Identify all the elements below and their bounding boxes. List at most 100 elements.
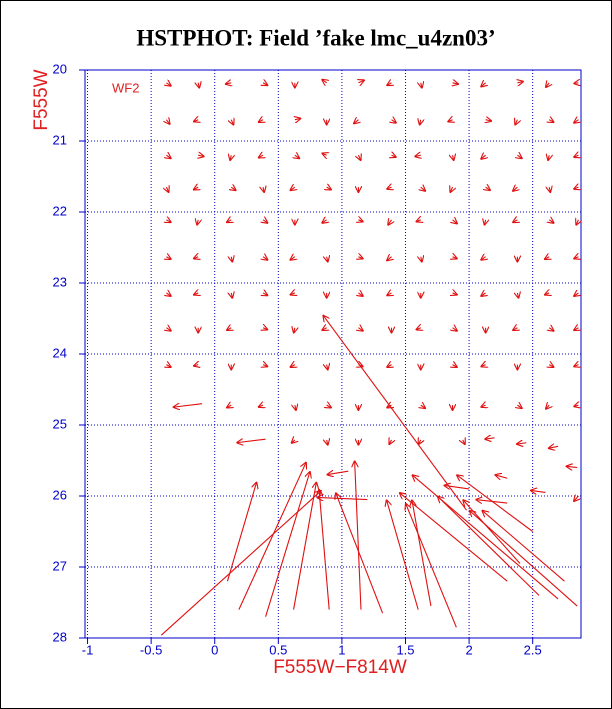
x-tick-label: -0.5 bbox=[140, 642, 162, 657]
y-tick-label: 20 bbox=[53, 61, 67, 76]
arrow bbox=[291, 440, 295, 444]
arrow bbox=[530, 490, 546, 492]
arrow bbox=[358, 220, 363, 222]
x-tick-label: 1.5 bbox=[396, 642, 414, 657]
x-tick-label: 0 bbox=[211, 642, 218, 657]
arrow bbox=[573, 83, 578, 84]
arrow bbox=[263, 328, 268, 330]
arrow bbox=[389, 440, 392, 445]
arrow bbox=[517, 155, 522, 159]
arrow bbox=[263, 220, 268, 224]
arrow bbox=[481, 257, 486, 261]
arrow bbox=[549, 220, 554, 224]
arrow bbox=[450, 187, 453, 193]
arrow bbox=[166, 120, 170, 125]
arrow bbox=[295, 118, 301, 119]
arrow bbox=[416, 328, 421, 330]
arrow bbox=[358, 155, 361, 161]
arrow bbox=[265, 471, 311, 617]
arrow bbox=[193, 120, 198, 122]
arrow bbox=[444, 485, 470, 489]
arrow bbox=[231, 257, 232, 263]
y-tick-label: 26 bbox=[53, 487, 67, 502]
arrow bbox=[166, 83, 171, 87]
arrow bbox=[263, 365, 268, 367]
arrow bbox=[290, 257, 295, 261]
arrow bbox=[290, 187, 295, 191]
arrow bbox=[549, 328, 554, 332]
arrow bbox=[566, 466, 578, 467]
arrow bbox=[573, 365, 578, 367]
y-axis-label: F555W bbox=[31, 69, 52, 130]
x-tick-label: 2 bbox=[465, 642, 472, 657]
arrow bbox=[290, 365, 295, 368]
arrow bbox=[495, 475, 508, 479]
arrow bbox=[316, 497, 368, 499]
arrow bbox=[295, 155, 300, 159]
arrow bbox=[166, 187, 169, 193]
arrow bbox=[160, 490, 321, 636]
arrow bbox=[484, 220, 485, 226]
arrow bbox=[198, 83, 199, 89]
arrow bbox=[576, 220, 579, 226]
arrow bbox=[486, 120, 492, 121]
arrow bbox=[231, 120, 234, 126]
arrow bbox=[226, 220, 231, 223]
arrow bbox=[481, 155, 486, 159]
arrow bbox=[258, 155, 263, 158]
arrow bbox=[327, 471, 349, 475]
arrow bbox=[231, 187, 236, 191]
arrow bbox=[336, 492, 384, 614]
arrow bbox=[545, 405, 549, 409]
arrow bbox=[295, 405, 296, 411]
arrow bbox=[358, 257, 363, 259]
arrow bbox=[358, 293, 363, 297]
arrow bbox=[166, 365, 171, 368]
arrow bbox=[399, 492, 508, 582]
arrow bbox=[166, 155, 171, 159]
arrow bbox=[545, 83, 549, 88]
arrow bbox=[226, 405, 231, 408]
arrow bbox=[290, 293, 295, 295]
arrow bbox=[548, 155, 549, 161]
y-tick-label: 22 bbox=[53, 203, 67, 218]
arrow bbox=[236, 439, 266, 443]
arrow bbox=[263, 257, 268, 261]
arrow bbox=[230, 155, 231, 161]
arrow bbox=[386, 405, 391, 408]
y-tick-label: 28 bbox=[53, 629, 67, 644]
arrow bbox=[405, 503, 457, 628]
arrow bbox=[263, 83, 268, 86]
arrow bbox=[238, 462, 306, 610]
arrow bbox=[353, 120, 358, 124]
arrow bbox=[475, 500, 508, 504]
arrow bbox=[512, 328, 517, 331]
arrow bbox=[258, 405, 263, 407]
arrow bbox=[453, 293, 458, 295]
arrow bbox=[327, 187, 332, 190]
arrow bbox=[226, 328, 231, 331]
arrow bbox=[453, 257, 458, 259]
x-tick-label: 2.5 bbox=[524, 642, 542, 657]
arrow bbox=[453, 155, 454, 161]
y-tick-label: 27 bbox=[53, 558, 67, 573]
arrow bbox=[166, 257, 171, 260]
arrow bbox=[453, 83, 459, 84]
arrow bbox=[419, 120, 420, 126]
arrow bbox=[573, 405, 578, 406]
arrow bbox=[484, 438, 495, 439]
arrow bbox=[386, 293, 391, 296]
arrow bbox=[263, 187, 264, 193]
y-tick-label: 21 bbox=[53, 132, 67, 147]
arrow bbox=[573, 496, 578, 502]
arrow bbox=[386, 500, 419, 610]
arrow bbox=[386, 187, 391, 189]
y-tick-label: 25 bbox=[53, 416, 67, 431]
arrow bbox=[386, 365, 391, 368]
arrow bbox=[166, 220, 171, 223]
arrow bbox=[258, 120, 263, 123]
arrow bbox=[322, 153, 327, 155]
arrow bbox=[515, 120, 518, 126]
